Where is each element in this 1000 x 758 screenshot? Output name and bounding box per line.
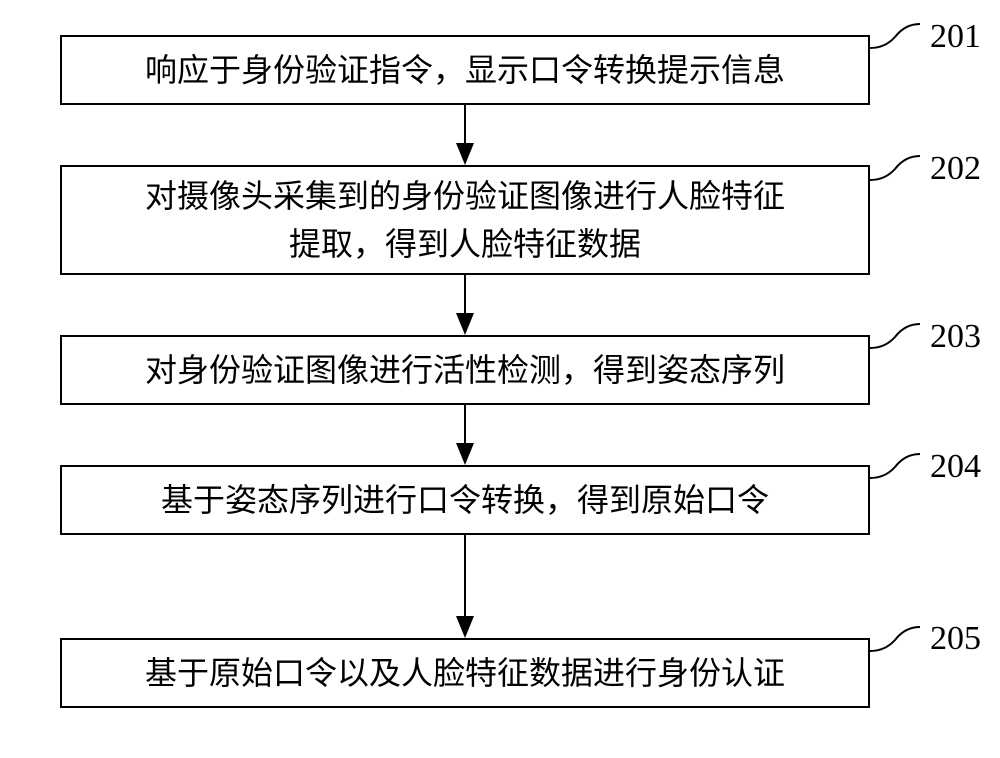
step-text-202-l2: 提取，得到人脸特征数据 [289,220,641,268]
step-label-204: 204 [930,448,981,486]
bracket-201 [870,22,920,52]
step-box-202: 对摄像头采集到的身份验证图像进行人脸特征 提取，得到人脸特征数据 [60,165,870,275]
step-box-203: 对身份验证图像进行活性检测，得到姿态序列 [60,335,870,405]
flowchart-canvas: 响应于身份验证指令，显示口令转换提示信息 201 对摄像头采集到的身份验证图像进… [0,0,1000,758]
bracket-202 [870,154,920,184]
step-text-203: 对身份验证图像进行活性检测，得到姿态序列 [145,346,785,394]
step-label-205: 205 [930,620,981,658]
step-text-202-l1: 对摄像头采集到的身份验证图像进行人脸特征 [145,172,785,220]
arrow-1 [455,105,475,165]
step-text-205: 基于原始口令以及人脸特征数据进行身份认证 [145,649,785,697]
step-text-201: 响应于身份验证指令，显示口令转换提示信息 [145,46,785,94]
step-text-204: 基于姿态序列进行口令转换，得到原始口令 [161,476,769,524]
step-box-205: 基于原始口令以及人脸特征数据进行身份认证 [60,638,870,708]
arrow-3 [455,405,475,465]
step-label-202: 202 [930,150,981,188]
arrow-2 [455,275,475,335]
step-label-203: 203 [930,318,981,356]
bracket-203 [870,322,920,352]
bracket-204 [870,452,920,482]
bracket-205 [870,625,920,655]
step-label-201: 201 [930,18,981,56]
step-box-201: 响应于身份验证指令，显示口令转换提示信息 [60,35,870,105]
arrow-4 [455,535,475,638]
step-box-204: 基于姿态序列进行口令转换，得到原始口令 [60,465,870,535]
